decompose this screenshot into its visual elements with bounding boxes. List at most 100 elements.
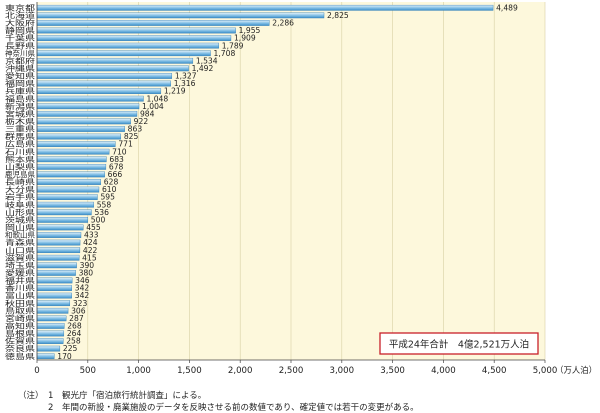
category-label: 静岡県 xyxy=(5,26,35,35)
category-label: 青森県 xyxy=(5,238,35,247)
category-label: 高知県 xyxy=(5,322,35,331)
bar xyxy=(36,323,65,329)
value-label: 264 xyxy=(67,329,82,338)
bar xyxy=(36,209,92,216)
value-label: 1,004 xyxy=(142,102,164,111)
value-label: 610 xyxy=(102,185,117,194)
category-label: 岡山県 xyxy=(5,223,35,232)
value-label: 1,219 xyxy=(164,87,186,96)
bar xyxy=(36,133,122,140)
total-annotation: 平成24年合計 4億2,521万人泊 xyxy=(389,339,529,351)
x-tick-label: 3,500 xyxy=(380,366,405,376)
value-label: 1,492 xyxy=(192,64,214,73)
value-label: 2,286 xyxy=(272,19,294,28)
category-label: 愛媛県 xyxy=(5,268,35,277)
bar xyxy=(36,103,140,110)
bar xyxy=(36,353,55,360)
note-1-num: 1 xyxy=(48,391,54,401)
bar xyxy=(36,262,77,269)
x-tick-label: 4,500 xyxy=(482,366,507,376)
value-label: 268 xyxy=(67,322,82,331)
note-2-num: 2 xyxy=(48,403,54,413)
bar xyxy=(36,156,107,163)
bar xyxy=(36,201,94,208)
x-tick-label: 5,000 xyxy=(533,366,558,376)
category-label: 沖縄県 xyxy=(5,64,35,73)
category-label: 埼玉県 xyxy=(5,261,35,270)
category-label: 福島県 xyxy=(5,94,35,103)
x-tick-label: 2,500 xyxy=(279,366,304,376)
category-label: 栃木県 xyxy=(5,117,35,126)
category-label: 広島県 xyxy=(5,140,35,149)
category-label: 滋賀県 xyxy=(5,253,35,262)
value-label: 771 xyxy=(118,140,133,149)
bar xyxy=(36,194,98,201)
value-label: 390 xyxy=(80,261,95,270)
value-label: 323 xyxy=(73,299,88,308)
value-label: 1,909 xyxy=(234,34,256,43)
bar xyxy=(36,57,194,64)
value-label: 1,316 xyxy=(174,79,196,88)
bar xyxy=(36,270,76,276)
value-label: 424 xyxy=(83,238,98,247)
bar xyxy=(36,217,88,223)
bar xyxy=(36,163,107,170)
bar xyxy=(36,20,270,26)
bar xyxy=(36,179,102,185)
value-label: 558 xyxy=(97,200,112,209)
bar xyxy=(36,42,219,49)
x-unit-label: （万人泊） xyxy=(555,365,597,375)
bar xyxy=(36,247,81,254)
bar xyxy=(36,338,64,344)
category-label: 石川県 xyxy=(5,147,35,156)
bar xyxy=(36,118,131,125)
note-2-text: 年間の新設・廃業施設のデータを反映させる前の数値であり、確定値では若干の変更があ… xyxy=(62,403,419,413)
note-1-text: 観光庁「宿泊旅行統計調査」による。 xyxy=(62,391,207,401)
category-label: 長崎県 xyxy=(5,178,35,187)
bar xyxy=(36,307,69,314)
value-label: 346 xyxy=(75,276,90,285)
value-label: 710 xyxy=(112,147,127,156)
bar xyxy=(36,232,82,238)
value-label: 683 xyxy=(109,155,124,164)
value-label: 536 xyxy=(94,208,109,217)
value-label: 922 xyxy=(134,117,149,126)
bar xyxy=(36,239,81,246)
category-label: 大分県 xyxy=(5,185,35,194)
x-tick-label: 0 xyxy=(34,366,39,376)
value-label: 678 xyxy=(109,162,124,171)
value-label: 455 xyxy=(86,223,101,232)
value-label: 287 xyxy=(69,314,84,323)
value-label: 595 xyxy=(100,193,115,202)
category-label: 山口県 xyxy=(5,246,35,255)
note-1: （注） 1 観光庁「宿泊旅行統計調査」による。 xyxy=(18,389,206,401)
bar xyxy=(36,50,211,57)
category-label: 長野県 xyxy=(5,41,35,50)
bar xyxy=(36,171,105,178)
value-label: 170 xyxy=(57,352,72,361)
category-label: 愛知県 xyxy=(5,72,35,81)
value-label: 4,489 xyxy=(496,3,518,12)
bar xyxy=(36,345,61,352)
bar xyxy=(36,285,72,291)
bar xyxy=(36,292,72,299)
x-tick-label: 2,000 xyxy=(228,366,253,376)
category-label: 山形県 xyxy=(5,208,35,217)
value-label: 1,327 xyxy=(175,72,197,81)
category-label: 京都府 xyxy=(5,56,35,65)
category-label: 鳥取県 xyxy=(5,306,35,315)
value-label: 500 xyxy=(91,215,106,224)
x-tick-label: 4,000 xyxy=(431,366,456,376)
bar xyxy=(36,110,138,117)
bar xyxy=(36,330,65,337)
bar xyxy=(36,300,71,307)
value-label: 422 xyxy=(83,246,98,255)
bar xyxy=(36,95,144,102)
bar xyxy=(36,73,173,79)
category-label: 富山県 xyxy=(5,291,35,300)
bar xyxy=(36,80,171,87)
value-label: 1,048 xyxy=(146,94,168,103)
bar xyxy=(36,65,189,72)
category-label: 山梨県 xyxy=(5,162,35,171)
category-label: 三重県 xyxy=(5,125,35,134)
